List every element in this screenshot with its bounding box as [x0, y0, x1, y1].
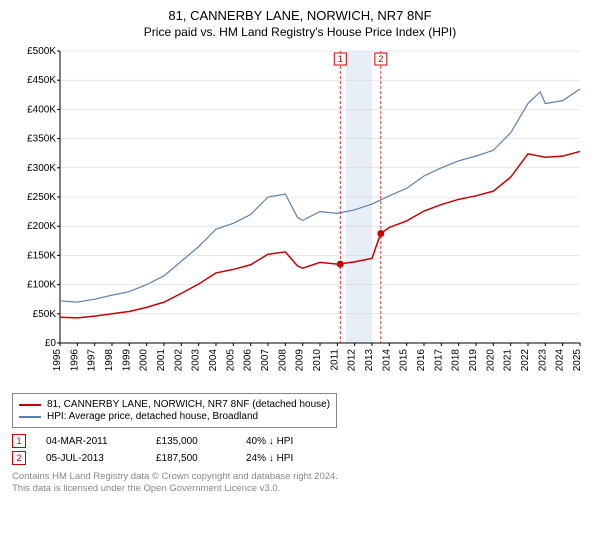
svg-text:2005: 2005: [225, 349, 236, 372]
svg-text:2018: 2018: [451, 349, 462, 372]
svg-text:2007: 2007: [260, 349, 271, 372]
svg-text:2019: 2019: [468, 349, 479, 372]
price-chart: £0 £50K £100K £150K £200K £250K £300K £350K £400…: [12, 47, 588, 387]
svg-text:2013: 2013: [364, 349, 375, 372]
svg-text:2002: 2002: [173, 349, 184, 372]
event-marker: 2: [12, 451, 26, 465]
event-price: £187,500: [156, 453, 226, 464]
svg-text:£300K: £300K: [27, 163, 56, 174]
svg-text:2012: 2012: [347, 349, 358, 372]
legend-swatch: [19, 404, 41, 406]
event-pct: 24% ↓ HPI: [246, 453, 336, 464]
legend-label: 81, CANNERBY LANE, NORWICH, NR7 8NF (det…: [47, 399, 330, 410]
svg-text:1999: 1999: [121, 349, 132, 372]
svg-text:2000: 2000: [139, 349, 150, 372]
svg-text:1997: 1997: [87, 349, 98, 372]
event-marker: 1: [12, 434, 26, 448]
svg-text:2011: 2011: [329, 349, 340, 371]
legend-item: 81, CANNERBY LANE, NORWICH, NR7 8NF (det…: [19, 399, 330, 410]
svg-text:2015: 2015: [399, 349, 410, 372]
chart-container: £0 £50K £100K £150K £200K £250K £300K £350K £400…: [12, 47, 588, 387]
attribution-line2: This data is licensed under the Open Gov…: [12, 483, 588, 495]
svg-text:£400K: £400K: [27, 104, 56, 115]
event-date: 05-JUL-2013: [46, 453, 136, 464]
svg-text:2021: 2021: [503, 349, 514, 372]
svg-text:£250K: £250K: [27, 192, 56, 203]
event-table: 1 04-MAR-2011 £135,000 40% ↓ HPI 2 05-JUL-201…: [12, 434, 588, 465]
svg-text:2014: 2014: [381, 349, 392, 372]
svg-text:2017: 2017: [433, 349, 444, 372]
svg-text:2024: 2024: [555, 349, 566, 372]
svg-text:2: 2: [378, 54, 383, 64]
svg-text:2025: 2025: [572, 349, 583, 372]
event-row: 1 04-MAR-2011 £135,000 40% ↓ HPI: [12, 434, 588, 448]
svg-text:1998: 1998: [104, 349, 115, 372]
event-date: 04-MAR-2011: [46, 436, 136, 447]
svg-text:£200K: £200K: [27, 221, 56, 232]
svg-text:£0: £0: [45, 338, 57, 349]
svg-text:2003: 2003: [191, 349, 202, 372]
event-row: 2 05-JUL-2013 £187,500 24% ↓ HPI: [12, 451, 588, 465]
svg-text:1996: 1996: [69, 349, 80, 372]
svg-text:2010: 2010: [312, 349, 323, 372]
svg-text:£100K: £100K: [27, 280, 56, 291]
svg-text:1: 1: [338, 54, 343, 64]
legend: 81, CANNERBY LANE, NORWICH, NR7 8NF (det…: [12, 393, 337, 428]
svg-text:2016: 2016: [416, 349, 427, 372]
event-pct: 40% ↓ HPI: [246, 436, 336, 447]
svg-text:2008: 2008: [277, 349, 288, 372]
svg-text:2009: 2009: [295, 349, 306, 372]
svg-text:£500K: £500K: [27, 47, 56, 57]
attribution: Contains HM Land Registry data © Crown c…: [12, 471, 588, 496]
chart-title: 81, CANNERBY LANE, NORWICH, NR7 8NF: [12, 8, 588, 23]
event-price: £135,000: [156, 436, 226, 447]
svg-text:2022: 2022: [520, 349, 531, 372]
svg-text:1995: 1995: [52, 349, 63, 372]
svg-text:2023: 2023: [537, 349, 548, 372]
svg-text:£150K: £150K: [27, 250, 56, 261]
attribution-line1: Contains HM Land Registry data © Crown c…: [12, 471, 588, 483]
svg-text:2006: 2006: [243, 349, 254, 372]
svg-text:£450K: £450K: [27, 75, 56, 86]
legend-item: HPI: Average price, detached house, Broa…: [19, 411, 330, 422]
svg-text:£350K: £350K: [27, 134, 56, 145]
svg-text:2001: 2001: [156, 349, 167, 372]
svg-text:2004: 2004: [208, 349, 219, 372]
legend-label: HPI: Average price, detached house, Broa…: [47, 411, 258, 422]
chart-subtitle: Price paid vs. HM Land Registry's House …: [12, 25, 588, 39]
svg-text:£50K: £50K: [33, 309, 57, 320]
legend-swatch: [19, 416, 41, 418]
svg-text:2020: 2020: [485, 349, 496, 372]
